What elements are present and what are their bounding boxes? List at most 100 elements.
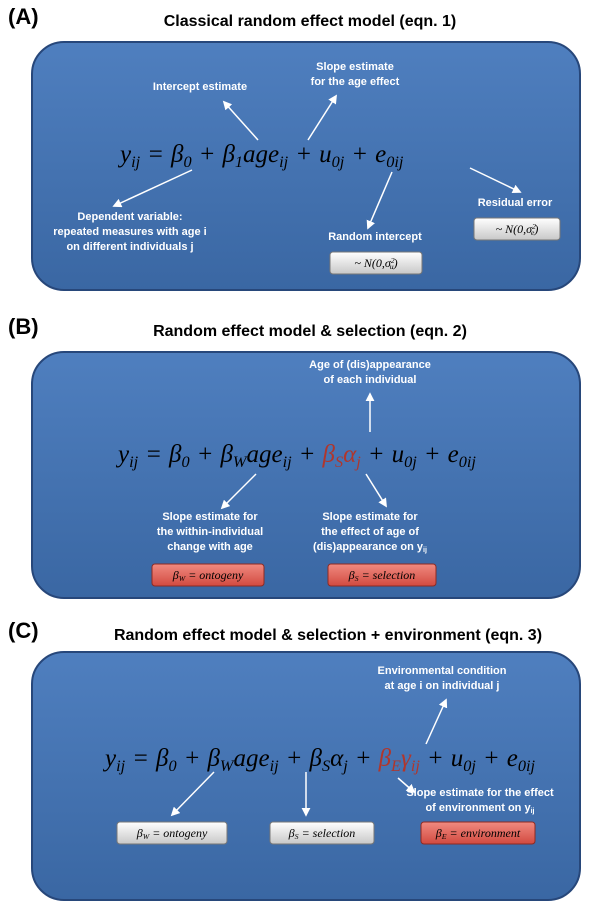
term: = (145, 441, 162, 468)
label-box (327, 563, 437, 587)
term: on different individuals j (66, 241, 193, 253)
term: repeated measures with age i (53, 226, 206, 238)
subscript: ij (131, 153, 141, 171)
term: age (246, 441, 282, 468)
subscript: ij (116, 757, 126, 775)
model-box (31, 351, 581, 599)
term: Residual error (478, 197, 553, 209)
term: u (319, 141, 332, 168)
subscript: S (322, 757, 330, 775)
term: α (330, 745, 344, 772)
label-box (329, 251, 423, 275)
annotation-text: Residual error (478, 197, 553, 209)
annotation-text: repeated measures with age i (53, 226, 206, 238)
panel: (A) Classical random effect model (eqn. 1… (8, 4, 581, 291)
annotation-text: at age i on individual j (385, 680, 500, 692)
arrow (170, 771, 215, 817)
term: β (168, 441, 182, 468)
term: + (295, 141, 312, 168)
annotation-text: Intercept estimate (153, 81, 247, 93)
subscript: j (341, 757, 348, 775)
equation: yij = β0 + β1ageij + u0j + e0ij (117, 141, 404, 171)
term: ) (533, 222, 538, 236)
label-box (151, 563, 265, 587)
subscript: 0j (332, 153, 345, 171)
subscript: ij (423, 546, 427, 554)
box-text: ~ N(0,σ2 u) (354, 256, 397, 271)
subscript: 0ij (386, 153, 404, 171)
subscript: S (335, 453, 343, 471)
annotation-text: Slope estimate for the effect (406, 787, 554, 799)
label-box (269, 821, 375, 845)
term: the within-individual (157, 526, 263, 538)
label-box (473, 217, 561, 241)
term: β (348, 568, 355, 582)
term: β (378, 745, 392, 772)
term: + (368, 441, 385, 468)
arrow (397, 777, 416, 794)
term: β (288, 826, 295, 840)
subscript: 1 (235, 153, 243, 171)
term: (dis)appearance on y (313, 541, 424, 553)
panel-title: Classical random effect model (eqn. 1) (164, 13, 457, 30)
arrow (469, 167, 522, 193)
subscript: W (233, 453, 248, 471)
arrow (222, 100, 259, 141)
annotation-text: Slope estimate (316, 61, 394, 73)
annotation-text: Dependent variable: (77, 211, 182, 223)
term: Dependent variable: (77, 211, 182, 223)
term: e (448, 441, 459, 468)
term: for the age effect (311, 76, 400, 88)
term: + (184, 745, 201, 772)
term: + (355, 745, 372, 772)
term: at age i on individual j (385, 680, 500, 692)
term: β (206, 745, 220, 772)
subscript: ij (531, 807, 535, 815)
term: change with age (167, 541, 253, 553)
term: β (170, 141, 184, 168)
term: + (427, 745, 444, 772)
term: + (199, 141, 216, 168)
box-text: ~ N(0,σ2 e) (496, 222, 539, 237)
box-text: βE = environment (435, 826, 521, 841)
subscript: W (143, 832, 151, 841)
term: y (117, 141, 132, 168)
annotation-text: Age of (dis)appearance (309, 359, 431, 371)
arrow (365, 473, 387, 508)
box-text: βW = ontogeny (172, 568, 244, 583)
panel-title: Random effect model & selection (eqn. 2) (153, 323, 467, 340)
subscript: S (355, 574, 359, 583)
panel: (C) Random effect model & selection + env… (8, 618, 581, 901)
term: β (221, 141, 235, 168)
panel-label: (C) (8, 618, 39, 643)
annotation-text: on different individuals j (66, 241, 193, 253)
term: ~ N(0,σ (354, 256, 391, 270)
panel-title: Random effect model & selection + enviro… (114, 627, 542, 644)
subscript: e (531, 228, 535, 237)
subscript: 0ij (459, 453, 477, 471)
arrow (307, 94, 337, 141)
arrow (112, 169, 193, 208)
box-text: βS = selection (288, 826, 356, 841)
equation: yij = β0 + βWageij + βSαj + u0j + e0ij (115, 441, 476, 471)
subscript: ij (279, 153, 289, 171)
box-text: βW = ontogeny (136, 826, 208, 841)
term: ) (393, 256, 398, 270)
term: + (286, 745, 303, 772)
superscript: 2 (532, 222, 536, 231)
subscript: E (441, 832, 447, 841)
subscript: 0ij (518, 757, 536, 775)
term: = ontogeny (185, 568, 244, 582)
term: = selection (299, 826, 356, 840)
term: + (299, 441, 316, 468)
term: Intercept estimate (153, 81, 247, 93)
term: + (351, 141, 368, 168)
subscript: W (220, 757, 235, 775)
term: + (197, 441, 214, 468)
term: = selection (359, 568, 416, 582)
annotation-text: Slope estimate for (322, 511, 418, 523)
term: age (233, 745, 269, 772)
term: Slope estimate for the effect (406, 787, 554, 799)
arrow (425, 698, 448, 745)
subscript: W (179, 574, 187, 583)
